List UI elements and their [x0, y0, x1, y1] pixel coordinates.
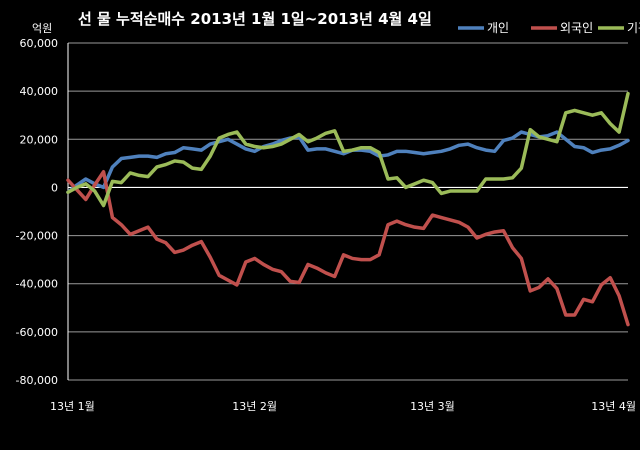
legend-label: 기관	[627, 21, 640, 35]
y-tick-label: -80,000	[16, 374, 58, 387]
series-lines	[66, 91, 630, 327]
legend: 개인 외국인 기관	[458, 21, 640, 35]
series-line-2	[66, 91, 630, 208]
x-axis-ticks: 13년 1월 13년 2월 13년 3월 13년 4월	[50, 400, 636, 413]
y-tick-label: -60,000	[16, 326, 58, 339]
y-tick-label: 40,000	[20, 85, 59, 98]
y-tick-label: 20,000	[20, 133, 59, 146]
series-line-1	[66, 170, 630, 327]
x-tick-label: 13년 1월	[50, 400, 95, 413]
y-axis-unit: 억원	[32, 22, 52, 35]
chart-title: 선 물 누적순매수 2013년 1월 1일~2013년 4월 4일	[78, 10, 432, 28]
legend-label: 외국인	[560, 21, 593, 35]
y-tick-label: -20,000	[16, 230, 58, 243]
series-line-0	[66, 130, 630, 194]
legend-label: 개인	[487, 21, 509, 35]
y-tick-label: -40,000	[16, 278, 58, 291]
x-tick-label: 13년 3월	[410, 400, 455, 413]
y-axis-ticks: 60,000 40,000 20,000 0 -20,000 -40,000 -60,000…	[16, 37, 58, 387]
y-tick-label: 60,000	[20, 37, 59, 50]
x-tick-label: 13년 2월	[232, 400, 277, 413]
grid-lines	[67, 42, 628, 381]
x-tick-label: 13년 4월	[591, 400, 636, 413]
y-tick-label: 0	[51, 181, 58, 194]
